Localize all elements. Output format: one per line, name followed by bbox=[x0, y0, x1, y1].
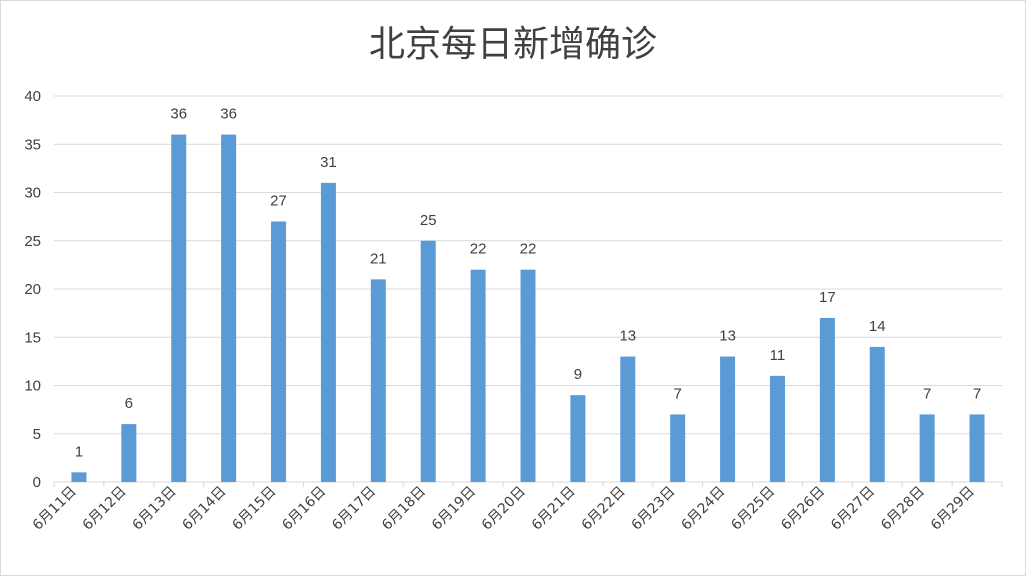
x-tick-label: 6月13日 bbox=[130, 484, 180, 534]
x-tick-label: 6月25日 bbox=[728, 484, 778, 534]
chart-title: 北京每日新增确诊 bbox=[369, 24, 657, 65]
x-tick-label: 6月11日 bbox=[30, 484, 80, 534]
x-tick-label: 6月26日 bbox=[778, 484, 828, 534]
data-label: 21 bbox=[370, 250, 387, 267]
x-tick-label: 6月29日 bbox=[928, 484, 978, 534]
bar bbox=[869, 346, 885, 482]
data-label: 25 bbox=[420, 212, 437, 229]
bar bbox=[271, 221, 287, 482]
bar bbox=[520, 269, 536, 482]
bar bbox=[420, 240, 436, 482]
bar bbox=[819, 317, 835, 482]
bar bbox=[570, 395, 586, 482]
data-label: 17 bbox=[819, 289, 836, 306]
bar bbox=[969, 414, 985, 482]
bar bbox=[720, 356, 736, 482]
data-label: 36 bbox=[220, 106, 237, 123]
y-tick-label: 5 bbox=[33, 426, 41, 443]
bar bbox=[171, 134, 187, 482]
data-label: 13 bbox=[719, 328, 736, 345]
bar bbox=[370, 279, 386, 482]
data-label: 7 bbox=[923, 385, 931, 402]
x-tick-label: 6月18日 bbox=[379, 484, 429, 534]
data-label: 1 bbox=[75, 443, 83, 460]
bar bbox=[769, 375, 785, 482]
x-tick-label: 6月16日 bbox=[279, 484, 329, 534]
bar bbox=[470, 269, 486, 482]
x-tick-label: 6月27日 bbox=[828, 484, 878, 534]
bar bbox=[71, 472, 87, 482]
x-axis-ticks: 6月11日 6月12日 6月13日 6月14日 6月15日 6月16日 6月17日 6月18日… bbox=[30, 484, 978, 534]
x-tick-label: 6月21日 bbox=[529, 484, 579, 534]
bars bbox=[71, 134, 985, 482]
x-tick-label: 6月15日 bbox=[229, 484, 279, 534]
x-tick-label: 6月22日 bbox=[579, 484, 629, 534]
data-label: 13 bbox=[619, 328, 636, 345]
y-tick-label: 30 bbox=[24, 185, 41, 202]
y-tick-label: 35 bbox=[24, 136, 41, 153]
bar bbox=[221, 134, 237, 482]
data-label: 22 bbox=[520, 241, 537, 258]
y-tick-label: 20 bbox=[24, 281, 41, 298]
y-tick-label: 40 bbox=[24, 88, 41, 105]
y-tick-label: 15 bbox=[24, 329, 41, 346]
x-tick-label: 6月28日 bbox=[878, 484, 928, 534]
x-tick-label: 6月24日 bbox=[678, 484, 728, 534]
bar bbox=[620, 356, 636, 482]
data-label: 27 bbox=[270, 192, 287, 209]
data-label: 6 bbox=[125, 395, 133, 412]
bar bbox=[670, 414, 686, 482]
y-axis-ticks: 0 5 10 15 20 25 30 35 40 bbox=[24, 88, 41, 491]
x-tick-label: 6月17日 bbox=[329, 484, 379, 534]
y-tick-label: 0 bbox=[33, 474, 41, 491]
x-tick-label: 6月23日 bbox=[628, 484, 678, 534]
data-label: 7 bbox=[674, 385, 682, 402]
data-label: 22 bbox=[470, 241, 487, 258]
data-label: 9 bbox=[574, 366, 582, 383]
bar bbox=[919, 414, 935, 482]
data-label: 36 bbox=[170, 106, 187, 123]
y-tick-label: 10 bbox=[24, 378, 41, 395]
data-label: 11 bbox=[770, 347, 786, 364]
y-tick-label: 25 bbox=[24, 233, 41, 250]
data-label: 31 bbox=[320, 154, 337, 171]
data-label: 14 bbox=[869, 318, 886, 335]
x-tick-label: 6月14日 bbox=[179, 484, 229, 534]
x-tick-label: 6月20日 bbox=[479, 484, 529, 534]
bar bbox=[121, 424, 137, 482]
bar bbox=[320, 182, 336, 482]
data-labels: 1 6 36 36 27 31 21 25 22 22 9 13 7 13 11 17 14 7 7 bbox=[75, 106, 981, 461]
x-tick-label: 6月12日 bbox=[80, 484, 130, 534]
data-label: 7 bbox=[973, 385, 981, 402]
x-tick-label: 6月19日 bbox=[429, 484, 479, 534]
